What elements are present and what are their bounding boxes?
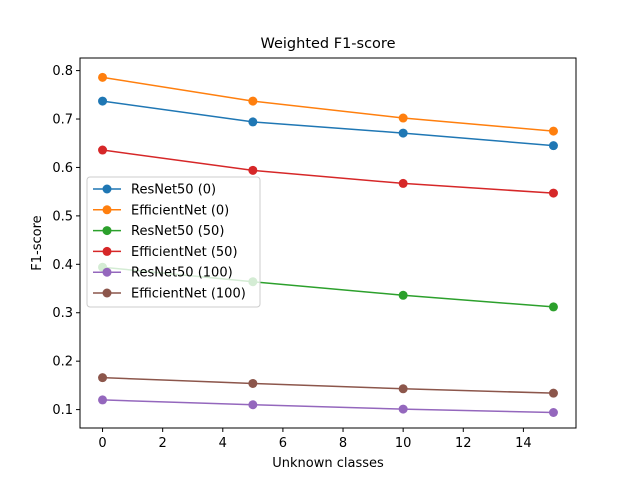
series-layer <box>98 72 558 418</box>
data-point <box>248 400 258 410</box>
legend-box <box>86 176 261 308</box>
legend-marker <box>102 205 112 215</box>
x-tick-label: 10 <box>395 436 412 451</box>
y-tick-label: 0.8 <box>52 64 73 79</box>
y-tick-label: 0.4 <box>52 258 73 273</box>
data-point <box>98 373 108 383</box>
data-point <box>248 117 258 127</box>
chart-title: Weighted F1-score <box>260 36 395 52</box>
axes-frame <box>79 57 577 429</box>
data-point <box>548 188 558 198</box>
series-line <box>102 149 554 194</box>
data-point <box>398 290 408 300</box>
x-tick-label: 6 <box>279 436 287 451</box>
x-axis-label: Unknown classes <box>272 456 384 471</box>
data-point <box>548 408 558 418</box>
series-line <box>102 376 554 394</box>
data-point <box>98 72 108 82</box>
data-point <box>398 113 408 123</box>
legend-marker <box>102 288 112 298</box>
y-tick-label: 0.1 <box>52 403 73 418</box>
x-tick-label: 0 <box>98 436 106 451</box>
data-point <box>548 388 558 398</box>
data-point <box>398 128 408 138</box>
y-axis-ticks: 0.1 0.2 0.3 0.4 0.5 0.6 0.7 0.8 <box>52 64 80 418</box>
x-tick-label: 14 <box>515 436 532 451</box>
legend-marker <box>102 184 112 194</box>
y-tick-label: 0.3 <box>52 306 73 321</box>
data-point <box>248 96 258 106</box>
data-point <box>548 302 558 312</box>
legend-marker <box>102 267 112 277</box>
series-line <box>102 100 554 147</box>
data-point <box>398 384 408 394</box>
series-line <box>102 399 554 414</box>
x-axis-ticks: 0 2 4 6 8 10 12 14 <box>98 428 532 451</box>
data-point <box>248 378 258 388</box>
legend-marker <box>102 226 112 236</box>
data-point <box>248 165 258 175</box>
x-tick-label: 2 <box>159 436 167 451</box>
legend-label: EfficientNet (50) <box>131 245 238 260</box>
x-tick-label: 12 <box>455 436 472 451</box>
data-point <box>548 126 558 136</box>
data-point <box>398 404 408 414</box>
y-tick-label: 0.2 <box>52 355 73 370</box>
y-tick-label: 0.7 <box>52 113 73 128</box>
data-point <box>98 145 108 155</box>
legend-label: EfficientNet (0) <box>131 203 229 218</box>
legend-label: EfficientNet (100) <box>131 287 246 302</box>
x-tick-label: 8 <box>339 436 347 451</box>
data-point <box>548 141 558 151</box>
legend-label: ResNet50 (50) <box>131 224 224 239</box>
y-tick-label: 0.6 <box>52 161 73 176</box>
legend: ResNet50 (0) EfficientNet (0) ResNet50 (50… <box>86 176 261 308</box>
y-tick-label: 0.5 <box>52 209 73 224</box>
series-line <box>102 76 554 132</box>
legend-label: ResNet50 (100) <box>131 266 233 281</box>
data-point <box>98 395 108 405</box>
data-point <box>98 96 108 106</box>
x-tick-label: 4 <box>219 436 227 451</box>
legend-label: ResNet50 (0) <box>131 183 216 198</box>
data-point <box>398 178 408 188</box>
legend-marker <box>102 246 112 256</box>
plot-area <box>79 57 577 429</box>
y-axis-label: F1-score <box>30 215 45 270</box>
